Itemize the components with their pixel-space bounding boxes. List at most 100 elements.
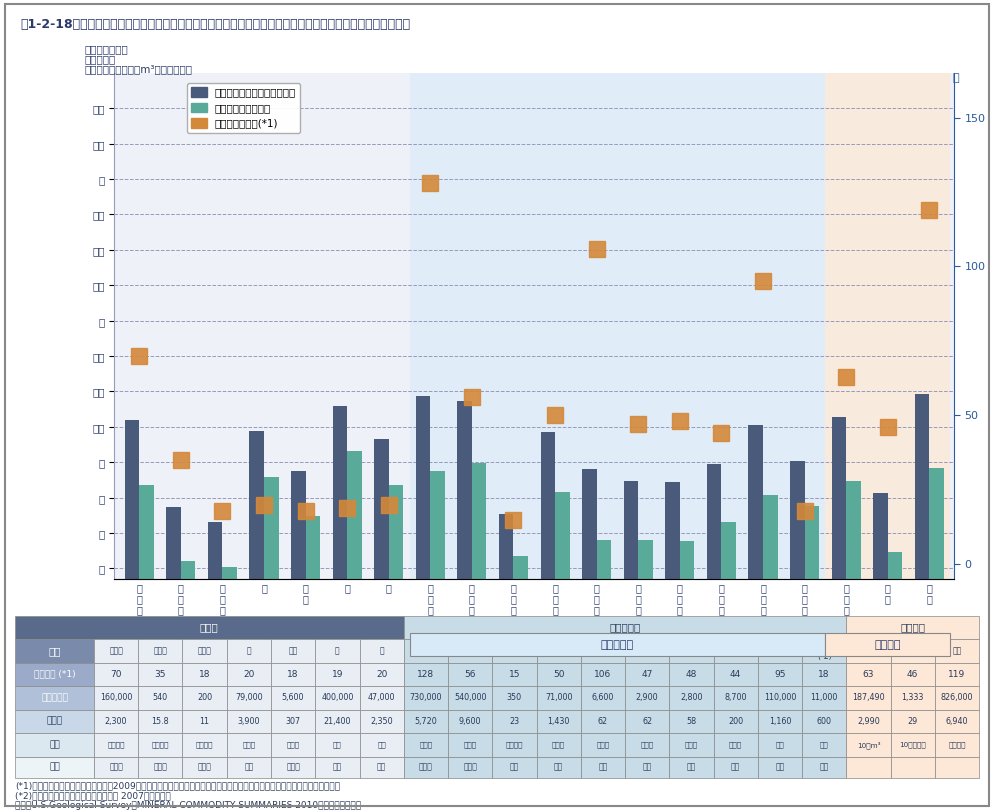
Bar (802, 686, 846, 710)
Bar (891, 686, 934, 710)
Text: 826,000: 826,000 (940, 693, 973, 702)
Bar (223, 567, 237, 810)
Text: マンガン: マンガン (461, 646, 479, 655)
Bar (669, 757, 714, 778)
Bar (181, 561, 196, 810)
Bar (757, 757, 802, 778)
Text: レアメタル: レアメタル (601, 640, 634, 650)
Bar (448, 663, 492, 686)
Bar (537, 663, 580, 686)
Text: 百万トン: 百万トン (107, 741, 125, 748)
Text: 730,000: 730,000 (410, 693, 442, 702)
Bar (873, 493, 888, 810)
Bar (15, 663, 94, 686)
Bar (934, 710, 979, 733)
Bar (227, 710, 271, 733)
Legend: 確認可採埋蔵量（対数表示）, 生産量（対数表示）, 可採年数右軸　(*1): 確認可採埋蔵量（対数表示）, 生産量（対数表示）, 可採年数右軸 (*1) (187, 83, 300, 133)
Bar (305, 516, 320, 810)
Text: 6,600: 6,600 (591, 693, 614, 702)
Bar (208, 522, 223, 810)
Bar (415, 396, 430, 810)
Text: 15: 15 (509, 670, 520, 679)
Text: 48: 48 (686, 670, 697, 679)
Text: 千トン: 千トン (685, 741, 698, 748)
Text: 2,990: 2,990 (857, 717, 880, 726)
Text: 200: 200 (729, 717, 744, 726)
Bar (625, 733, 669, 757)
Bar (183, 663, 227, 686)
Bar (846, 616, 979, 639)
Text: 50: 50 (553, 670, 565, 679)
Text: 18: 18 (287, 670, 299, 679)
Bar (625, 663, 669, 686)
Bar (360, 686, 404, 710)
Bar (669, 733, 714, 757)
Bar (625, 757, 669, 778)
Bar (15, 733, 94, 757)
Bar (138, 663, 183, 686)
Text: 酸化物: 酸化物 (418, 762, 432, 772)
Text: 銅鉱石: 銅鉱石 (153, 646, 167, 655)
Bar (360, 757, 404, 778)
Text: 天然ガス: 天然ガス (859, 646, 878, 655)
Bar (541, 433, 555, 810)
Bar (94, 733, 138, 757)
Bar (707, 464, 722, 810)
Text: 9,600: 9,600 (459, 717, 481, 726)
Text: トン: トン (378, 741, 386, 748)
Text: 540: 540 (153, 693, 168, 702)
Text: 62: 62 (642, 717, 652, 726)
Text: 600: 600 (817, 717, 832, 726)
Bar (404, 616, 846, 639)
Text: スズ: スズ (288, 646, 298, 655)
Text: 20: 20 (244, 670, 254, 679)
Text: トン: トン (775, 741, 784, 748)
Text: 19: 19 (332, 670, 343, 679)
Text: 15.8: 15.8 (151, 717, 169, 726)
Bar (94, 757, 138, 778)
Bar (410, 73, 825, 579)
Text: (*1)　可採年数は、確認可採埋蔵量を2009年の生産量で割った値。確認可採埋蔵量や生産量の変動により可採年数は変動する。: (*1) 可採年数は、確認可採埋蔵量を2009年の生産量で割った値。確認可採埋蔵… (15, 782, 340, 791)
Bar (271, 663, 315, 686)
Text: 160,000: 160,000 (100, 693, 132, 702)
Text: 10億バレル: 10億バレル (900, 741, 926, 748)
Bar (138, 686, 183, 710)
Bar (291, 471, 305, 810)
Text: レアメタル: レアメタル (609, 622, 641, 633)
Text: 20: 20 (376, 670, 388, 679)
Text: 1,333: 1,333 (902, 693, 923, 702)
Bar (846, 733, 891, 757)
Text: 酸化物: 酸化物 (198, 762, 212, 772)
Bar (333, 406, 347, 810)
Text: 酸化物: 酸化物 (463, 762, 477, 772)
Text: 119: 119 (948, 670, 965, 679)
Text: 128: 128 (417, 670, 434, 679)
Bar (790, 461, 804, 810)
Bar (757, 733, 802, 757)
Bar (802, 733, 846, 757)
Bar (360, 733, 404, 757)
Text: 化石燃料: 化石燃料 (875, 766, 901, 777)
Bar (448, 686, 492, 710)
Text: 単位: 単位 (49, 740, 60, 749)
Text: 確認可採埋蔵量: 確認可採埋蔵量 (84, 45, 128, 54)
Bar (714, 710, 757, 733)
Bar (582, 469, 596, 810)
Text: 44: 44 (730, 670, 742, 679)
Text: 307: 307 (285, 717, 301, 726)
Bar (802, 639, 846, 663)
Text: 千トン: 千トン (730, 741, 743, 748)
Text: ニッケル: ニッケル (550, 646, 568, 655)
Bar (934, 663, 979, 686)
Text: 生産量: 生産量 (47, 717, 63, 726)
Bar (404, 710, 448, 733)
Bar (15, 757, 94, 778)
Text: タンタル: タンタル (770, 646, 789, 655)
Bar (580, 733, 625, 757)
Text: 106: 106 (594, 670, 611, 679)
Bar (315, 757, 360, 778)
Bar (183, 639, 227, 663)
Text: 亜鉛鉱: 亜鉛鉱 (198, 646, 212, 655)
Bar (94, 710, 138, 733)
Text: 29: 29 (908, 717, 917, 726)
